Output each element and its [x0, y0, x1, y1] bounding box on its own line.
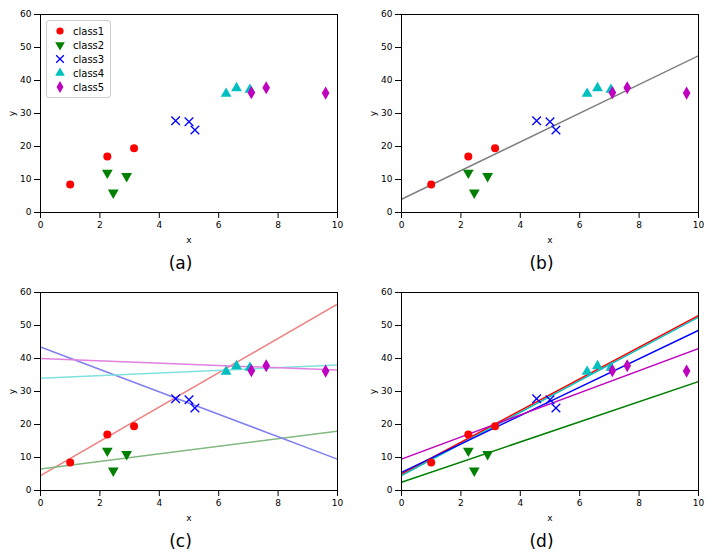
svg-text:10: 10 [381, 452, 393, 462]
svg-text:4: 4 [517, 220, 523, 230]
svg-text:10: 10 [693, 220, 705, 230]
svg-text:y: y [7, 388, 17, 394]
svg-text:0: 0 [26, 207, 32, 217]
svg-text:2: 2 [97, 220, 103, 230]
svg-text:40: 40 [20, 353, 32, 363]
svg-text:4: 4 [517, 498, 523, 508]
svg-text:y: y [7, 110, 17, 116]
svg-text:10: 10 [332, 220, 344, 230]
html-text:class5: class5 [73, 81, 105, 93]
svg-text:x: x [547, 513, 553, 523]
svg-text:8: 8 [636, 220, 642, 230]
html-text:class2: class2 [73, 39, 105, 51]
svg-text:20: 20 [20, 141, 32, 151]
svg-text:60: 60 [381, 9, 393, 19]
svg-text:y: y [368, 388, 378, 394]
svg-text:y: y [368, 110, 378, 116]
svg-text:0: 0 [399, 220, 405, 230]
svg-text:60: 60 [20, 9, 32, 19]
svg-text:0: 0 [399, 498, 405, 508]
svg-text:20: 20 [20, 419, 32, 429]
svg-text:10: 10 [20, 452, 32, 462]
svg-text:10: 10 [332, 498, 344, 508]
html-text:class3: class3 [73, 53, 105, 65]
svg-text:6: 6 [577, 498, 583, 508]
svg-text:8: 8 [275, 220, 281, 230]
html-text:(c): (c) [169, 531, 192, 551]
svg-text:4: 4 [156, 220, 162, 230]
svg-text:60: 60 [381, 287, 393, 297]
svg-text:40: 40 [20, 75, 32, 85]
svg-text:30: 30 [381, 386, 393, 396]
svg-text:50: 50 [20, 320, 32, 330]
html-text:class1: class1 [73, 25, 105, 37]
svg-text:2: 2 [97, 498, 103, 508]
svg-text:0: 0 [387, 207, 393, 217]
svg-text:30: 30 [20, 386, 32, 396]
svg-text:0: 0 [38, 498, 44, 508]
svg-text:6: 6 [216, 220, 222, 230]
svg-text:10: 10 [20, 174, 32, 184]
svg-text:50: 50 [20, 42, 32, 52]
html-text:class4: class4 [73, 67, 105, 79]
svg-text:50: 50 [381, 42, 393, 52]
svg-text:8: 8 [275, 498, 281, 508]
svg-text:0: 0 [387, 485, 393, 495]
svg-text:2: 2 [458, 220, 464, 230]
svg-text:0: 0 [38, 220, 44, 230]
svg-text:10: 10 [381, 174, 393, 184]
svg-text:40: 40 [381, 353, 393, 363]
svg-text:20: 20 [381, 419, 393, 429]
svg-text:0: 0 [26, 485, 32, 495]
svg-text:10: 10 [693, 498, 705, 508]
svg-text:2: 2 [458, 498, 464, 508]
html-text:(b): (b) [529, 253, 554, 273]
svg-text:40: 40 [381, 75, 393, 85]
svg-text:30: 30 [381, 108, 393, 118]
svg-text:4: 4 [156, 498, 162, 508]
svg-text:x: x [186, 235, 192, 245]
svg-text:30: 30 [20, 108, 32, 118]
svg-text:50: 50 [381, 320, 393, 330]
svg-text:6: 6 [577, 220, 583, 230]
html-text:(d): (d) [529, 531, 554, 551]
svg-text:x: x [186, 513, 192, 523]
html-text:(a): (a) [168, 253, 193, 273]
svg-text:6: 6 [216, 498, 222, 508]
svg-text:20: 20 [381, 141, 393, 151]
svg-text:60: 60 [20, 287, 32, 297]
svg-text:8: 8 [636, 498, 642, 508]
svg-text:x: x [547, 235, 553, 245]
